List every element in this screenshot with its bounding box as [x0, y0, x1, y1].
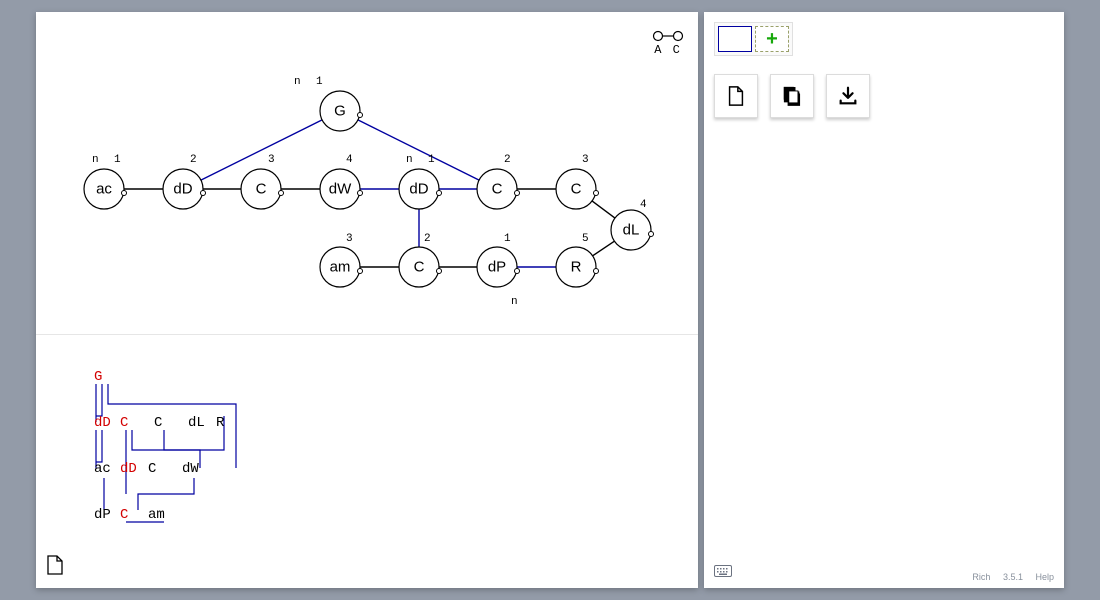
copy-button[interactable] — [770, 74, 814, 118]
tree-token: C — [120, 415, 128, 431]
file-icon — [725, 85, 747, 107]
tree-token: ac — [94, 461, 111, 477]
tree-token: am — [148, 507, 165, 523]
tree-token: C — [120, 507, 128, 523]
tree-token: C — [148, 461, 156, 477]
new-button[interactable] — [714, 74, 758, 118]
tree-token: dD — [120, 461, 137, 477]
tree-token: G — [94, 369, 102, 385]
download-icon — [837, 85, 859, 107]
add-page-button[interactable]: + — [755, 26, 789, 52]
sidebar: + — [704, 12, 1064, 588]
plus-icon: + — [766, 29, 778, 49]
tree-token: C — [154, 415, 162, 431]
tree-token: dW — [182, 461, 199, 477]
tree-token: dP — [94, 507, 111, 523]
tree-wire — [132, 416, 224, 450]
tree-wire — [138, 478, 194, 510]
page-icon[interactable] — [46, 555, 64, 578]
tree-diagram: GdDCCdLRacdDCdWdPCam — [36, 12, 698, 588]
status-bar: Rich 3.5.1 Help — [962, 572, 1054, 582]
page-thumbnails: + — [714, 22, 793, 56]
keyboard-icon[interactable] — [714, 565, 732, 580]
tree-token: R — [216, 415, 225, 431]
tool-buttons — [714, 74, 870, 118]
status-version: 3.5.1 — [1003, 572, 1023, 582]
download-button[interactable] — [826, 74, 870, 118]
tree-token: dD — [94, 415, 111, 431]
tree-token: dL — [188, 415, 205, 431]
copy-icon — [781, 85, 803, 107]
diagram-canvas[interactable]: A C GacdDCdWdDCCdLamCdPRn1234n1n12343215… — [36, 12, 698, 588]
status-rich[interactable]: Rich — [972, 572, 990, 582]
page-thumbnail-1[interactable] — [718, 26, 752, 52]
status-help[interactable]: Help — [1035, 572, 1054, 582]
